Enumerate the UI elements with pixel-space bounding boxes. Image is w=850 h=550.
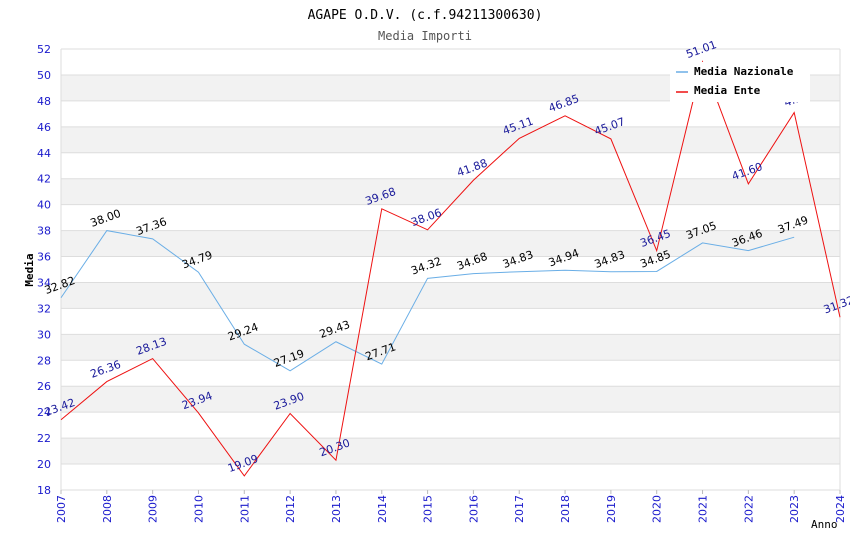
x-tick-label: 2013: [330, 495, 343, 523]
grid-band: [61, 334, 840, 361]
x-tick-label: 2010: [192, 495, 205, 523]
x-axis-ticks: 2007 2008 2009 2010 2011 2012 2013 2014 2015 2016…: [55, 490, 847, 523]
series-line-ente: [60, 60, 841, 477]
x-tick-label: 2014: [376, 495, 389, 523]
y-tick-label: 52: [37, 43, 51, 56]
legend-label-ente: Media Ente: [694, 84, 761, 97]
grid-band: [61, 126, 840, 153]
chart-subtitle: Media Importi: [378, 29, 472, 43]
data-label-nazionale: 34.32: [409, 255, 443, 278]
grid-band: [61, 386, 840, 413]
y-tick-label: 50: [37, 69, 51, 82]
y-tick-label: 46: [37, 121, 51, 134]
y-tick-label: 28: [37, 354, 51, 367]
y-tick-label: 42: [37, 173, 51, 186]
y-tick-label: 38: [37, 225, 51, 238]
x-tick-label: 2012: [284, 495, 297, 523]
y-tick-label: 48: [37, 95, 51, 108]
plot-background: [61, 74, 840, 465]
y-tick-label: 24: [37, 406, 51, 419]
y-tick-label: 30: [37, 328, 51, 341]
y-tick-label: 32: [37, 302, 51, 315]
data-label-ente: 23.42: [43, 396, 77, 419]
grid-band: [61, 282, 840, 309]
x-tick-label: 2019: [605, 495, 618, 523]
data-label-ente: 38.06: [409, 206, 443, 229]
gridlines: [60, 48, 841, 491]
x-tick-label: 2016: [467, 495, 480, 523]
data-label-ente: 26.36: [89, 358, 123, 381]
x-tick-label: 2020: [651, 495, 664, 523]
x-tick-label: 2024: [834, 495, 847, 523]
legend-background: [670, 62, 810, 102]
data-label-ente: 51.01: [684, 38, 718, 61]
x-tick-label: 2023: [788, 495, 801, 523]
y-tick-label: 22: [37, 432, 51, 445]
y-axis-label: Media: [23, 253, 36, 286]
x-tick-label: 2009: [147, 495, 160, 523]
x-axis-label: Anno: [811, 518, 838, 531]
legend: Media Nazionale Media Ente: [670, 62, 810, 102]
y-tick-label: 20: [37, 458, 51, 471]
grid-band: [61, 178, 840, 205]
x-tick-label: 2017: [513, 495, 526, 523]
x-tick-label: 2011: [238, 495, 251, 523]
y-tick-label: 36: [37, 251, 51, 264]
data-label-ente: 41.88: [455, 156, 489, 179]
y-axis-ticks: 18 20 22 24 26 28 30 32 34 36 38 40 42 44 46 48 50 52: [37, 43, 51, 497]
y-tick-label: 44: [37, 147, 51, 160]
grid-band: [61, 438, 840, 465]
y-tick-label: 26: [37, 380, 51, 393]
x-tick-label: 2018: [559, 495, 572, 523]
x-tick-label: 2022: [742, 495, 755, 523]
x-tick-label: 2008: [101, 495, 114, 523]
x-tick-label: 2007: [55, 495, 68, 523]
legend-label-nazionale: Media Nazionale: [694, 65, 794, 78]
y-tick-label: 34: [37, 276, 51, 289]
series-line-nazionale: [60, 230, 795, 372]
x-tick-label: 2015: [422, 495, 435, 523]
grid-band: [61, 230, 840, 257]
chart-title: AGAPE O.D.V. (c.f.94211300630): [308, 8, 543, 23]
y-tick-label: 18: [37, 484, 51, 497]
data-label-nazionale: 38.00: [89, 207, 123, 230]
y-tick-label: 40: [37, 199, 51, 212]
x-tick-label: 2021: [697, 495, 710, 523]
series-lines: [60, 60, 841, 477]
